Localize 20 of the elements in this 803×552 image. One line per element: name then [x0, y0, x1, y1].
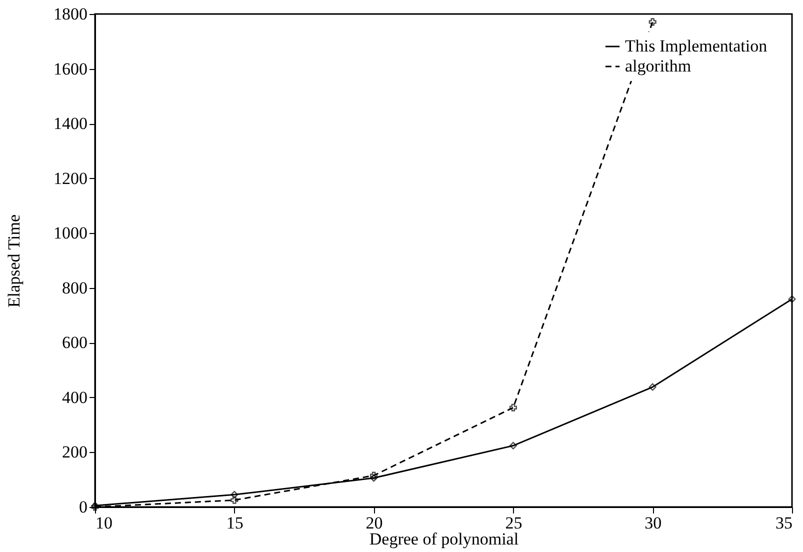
- y-tick-label: 1400: [54, 114, 88, 134]
- y-tick-label: 400: [62, 388, 88, 407]
- y-tick-label: 0: [79, 498, 88, 516]
- x-axis-title: Degree of polynomial: [369, 530, 519, 548]
- x-tick-label: 20: [366, 514, 383, 532]
- legend-label: This Implementation: [625, 36, 768, 56]
- y-tick-label: 800: [62, 278, 88, 298]
- y-tick-label: 200: [62, 442, 88, 462]
- y-tick-label: 1600: [54, 59, 88, 78]
- y-tick-label: 1200: [54, 168, 88, 188]
- y-tick-label: 600: [62, 333, 88, 352]
- y-tick-label: 1800: [54, 4, 88, 24]
- y-axis-title: Elapsed Time: [4, 214, 24, 308]
- x-tick-label: 30: [644, 514, 662, 532]
- x-tick-label: 15: [226, 514, 244, 532]
- x-tick-label: 10: [96, 514, 112, 532]
- x-tick-label: 35: [776, 514, 792, 532]
- x-tick-label: 25: [505, 514, 522, 532]
- y-tick-label: 1000: [54, 224, 88, 243]
- legend-label: algorithm: [625, 56, 692, 76]
